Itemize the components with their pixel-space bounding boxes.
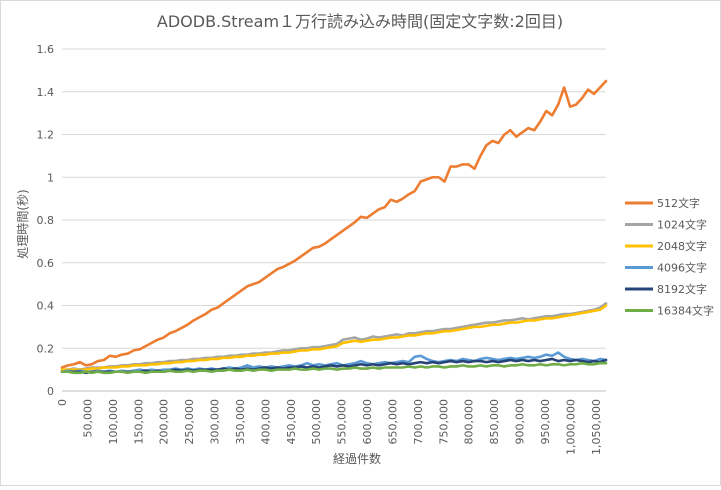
y-tick-label: 0.4 <box>37 300 55 313</box>
chart-title: ADODB.Stream１万行読み込み時間(固定文字数:2回目) <box>157 12 563 31</box>
series-line <box>60 351 608 374</box>
series-lines <box>60 79 608 375</box>
series-line <box>60 79 608 369</box>
x-tick-label: 550,000 <box>336 399 349 445</box>
legend-label: 8192文字 <box>657 282 707 296</box>
legend: 512文字 1024文字 2048文字 4096文字 8192文字 16384文字 <box>625 196 714 318</box>
x-tick-label: 300,000 <box>209 399 222 445</box>
x-tick-label: 150,000 <box>132 399 145 445</box>
x-tick-label: 900,000 <box>514 399 527 445</box>
legend-label: 1024文字 <box>657 218 707 232</box>
series-line <box>60 361 608 375</box>
legend-label: 2048文字 <box>657 239 707 253</box>
x-tick-label: 500,000 <box>310 399 323 445</box>
x-tick-label: 1,000,000 <box>564 399 577 455</box>
x-tick-label: 1,050,000 <box>590 399 603 455</box>
x-tick-label: 950,000 <box>539 399 552 445</box>
y-tick-label: 0.6 <box>37 257 55 270</box>
axes: 0 0.2 0.4 0.6 0.8 1 1.2 1.4 1.6 0 50,000 100,000 150… <box>37 43 606 455</box>
x-tick-label: 0 <box>56 399 69 406</box>
y-axis-label: 処理時間(秒) <box>16 189 30 258</box>
x-axis-label: 経過件数 <box>333 451 381 466</box>
y-tick-label: 1.2 <box>37 129 55 142</box>
x-tick-label: 800,000 <box>463 399 476 445</box>
x-tick-label: 450,000 <box>285 399 298 445</box>
y-tick-label: 0.2 <box>37 342 55 355</box>
x-tick-label: 50,000 <box>81 399 94 438</box>
y-tick-label: 0 <box>47 385 54 398</box>
y-tick-label: 1.6 <box>37 43 55 56</box>
legend-label: 16384文字 <box>657 304 714 318</box>
x-tick-label: 100,000 <box>107 399 120 445</box>
legend-label: 512文字 <box>657 196 700 210</box>
x-tick-label: 600,000 <box>361 399 374 445</box>
x-tick-label: 350,000 <box>234 399 247 445</box>
legend-label: 4096文字 <box>657 261 707 275</box>
x-tick-label: 700,000 <box>412 399 425 445</box>
x-tick-label: 750,000 <box>437 399 450 445</box>
series-line <box>60 304 608 371</box>
y-tick-label: 1.4 <box>37 86 55 99</box>
x-tick-label: 650,000 <box>386 399 399 445</box>
x-tick-label: 200,000 <box>158 399 171 445</box>
y-tick-label: 0.8 <box>37 214 55 227</box>
x-tick-label: 400,000 <box>259 399 272 445</box>
x-tick-label: 850,000 <box>488 399 501 445</box>
x-tick-label: 250,000 <box>183 399 196 445</box>
y-tick-label: 1 <box>47 171 54 184</box>
